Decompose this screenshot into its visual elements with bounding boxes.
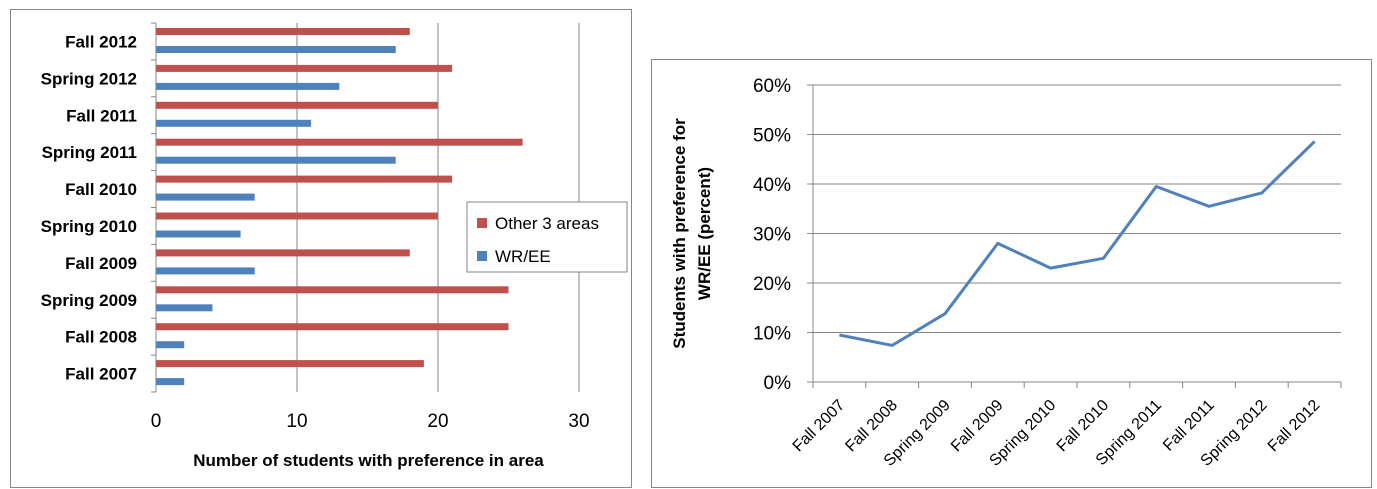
bar-other-3-areas-fall-2009	[156, 249, 410, 256]
y-tick-label: 50%	[753, 126, 791, 147]
y-tick-label: Fall 2007	[65, 365, 137, 384]
legend: Other 3 areas WR/EE	[467, 202, 627, 272]
bar-other-3-areas-spring-2011	[156, 139, 523, 146]
y-tick-label: 20%	[753, 274, 791, 295]
x-axis-title: Number of students with preference in ar…	[193, 451, 544, 470]
legend-label-wr-ee: WR/EE	[495, 247, 551, 266]
x-tick-label: 20	[427, 411, 448, 432]
bar-wr-ee-fall-2010	[156, 194, 255, 201]
x-tick-label: 0	[151, 411, 162, 432]
bar-other-3-areas-fall-2011	[156, 102, 438, 109]
bar-other-3-areas-spring-2010	[156, 213, 438, 220]
y-axis-title: WR/EE (percent)	[695, 167, 714, 300]
y-tick-label: 30%	[753, 225, 791, 246]
y-tick-label: Spring 2011	[42, 143, 137, 162]
x-tick-label: 30	[568, 411, 589, 432]
series-line-wr-ee	[839, 141, 1314, 345]
x-tick-label: Fall 2007	[790, 397, 849, 456]
bar-wr-ee-spring-2011	[156, 157, 396, 164]
bar-wr-ee-fall-2009	[156, 267, 255, 274]
y-tick-label: Spring 2009	[41, 291, 137, 310]
y-tick-label: 60%	[753, 76, 791, 97]
y-tick-label: 10%	[753, 324, 791, 345]
bar-wr-ee-spring-2012	[156, 83, 339, 90]
bar-wr-ee-fall-2012	[156, 46, 396, 53]
y-tick-label: Fall 2012	[65, 32, 137, 51]
bar-other-3-areas-fall-2012	[156, 28, 410, 35]
y-tick-label: Spring 2010	[41, 217, 137, 236]
bar-wr-ee-fall-2011	[156, 120, 311, 127]
bar-chart-panel: 0 10 20 30 Fall 2007 Fall 2008 Spring 2009 Fall…	[10, 9, 632, 488]
bar-chart: 0 10 20 30 Fall 2007 Fall 2008 Spring 2009 Fall…	[11, 10, 633, 489]
bar-wr-ee-spring-2009	[156, 304, 212, 311]
bar-wr-ee-spring-2010	[156, 231, 241, 238]
y-tick-label: Fall 2008	[65, 328, 137, 347]
bar-other-3-areas-fall-2007	[156, 360, 424, 367]
x-tick-label: 10	[286, 411, 307, 432]
y-tick-label: Fall 2010	[65, 180, 137, 199]
bar-other-3-areas-spring-2012	[156, 65, 452, 72]
y-tick-label: 0%	[764, 373, 792, 394]
y-axis-title: Students with preference for	[670, 118, 689, 349]
bar-wr-ee-fall-2007	[156, 378, 184, 385]
bar-other-3-areas-spring-2009	[156, 286, 509, 293]
y-tick-label: Fall 2011	[66, 106, 137, 125]
bar-wr-ee-fall-2008	[156, 341, 184, 348]
y-tick-label: Fall 2009	[65, 254, 137, 273]
y-tick-label: 40%	[753, 175, 791, 196]
x-tick-label: Fall 2012	[1265, 397, 1324, 456]
legend-swatch-wr-ee	[477, 251, 487, 261]
bar-other-3-areas-fall-2008	[156, 323, 509, 330]
bar-other-3-areas-fall-2010	[156, 176, 452, 183]
y-tick-label: Spring 2012	[41, 69, 137, 88]
legend-swatch-other-3-areas	[477, 218, 487, 228]
legend-label-other-3-areas: Other 3 areas	[495, 214, 599, 233]
